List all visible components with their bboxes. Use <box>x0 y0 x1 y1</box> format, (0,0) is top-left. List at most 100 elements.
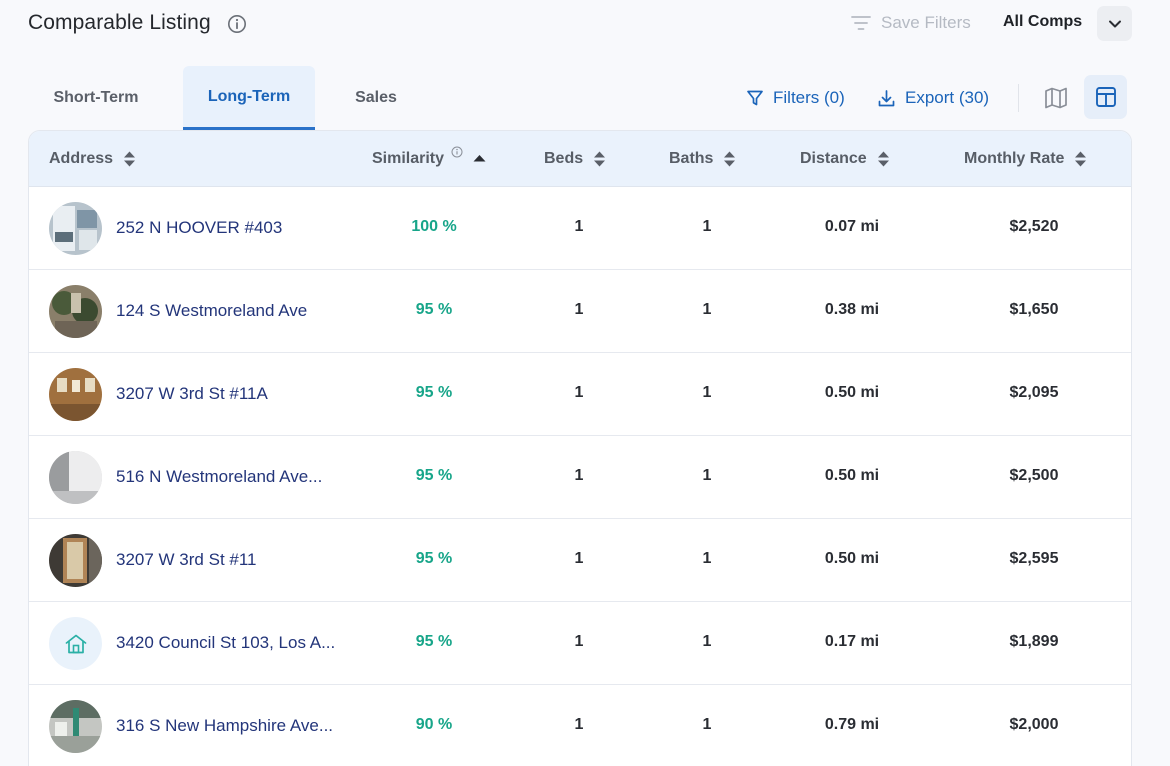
photo-exterior-plants <box>49 285 102 338</box>
comps-select-value[interactable]: All Comps <box>1003 13 1083 30</box>
row-beds: 1 <box>574 467 584 484</box>
filters-button[interactable]: Filters (0) <box>746 86 845 110</box>
export-button[interactable]: Export (30) <box>877 86 989 110</box>
table-layout-icon <box>1095 87 1116 107</box>
table-row[interactable]: 316 S New Hampshire Ave... 90 % 1 1 0.79… <box>29 685 1131 766</box>
row-monthly-rate: $1,899 <box>1009 633 1059 650</box>
table-row[interactable]: 3207 W 3rd St #11A 95 % 1 1 0.50 mi $2,0… <box>29 353 1131 436</box>
row-monthly-rate: $2,500 <box>1009 467 1059 484</box>
row-monthly-rate: $2,000 <box>1009 716 1059 733</box>
save-filters-label: Save Filters <box>881 13 971 32</box>
row-distance: 0.50 mi <box>824 384 880 401</box>
row-address[interactable]: 124 S Westmoreland Ave <box>116 301 308 320</box>
table-row[interactable]: 124 S Westmoreland Ave 95 % 1 1 0.38 mi … <box>29 270 1131 353</box>
page-title: Comparable Listing <box>28 11 211 34</box>
map-view-icon[interactable] <box>1043 85 1069 111</box>
row-similarity: 95 % <box>415 550 453 567</box>
save-filters-button[interactable]: Save Filters <box>851 12 971 34</box>
row-distance: 0.50 mi <box>824 467 880 484</box>
sort-icon <box>724 151 736 167</box>
row-baths: 1 <box>702 467 712 484</box>
row-similarity: 95 % <box>415 633 453 650</box>
listing-thumbnail <box>49 451 102 504</box>
row-monthly-rate: $2,520 <box>1009 218 1059 235</box>
row-address[interactable]: 3420 Council St 103, Los A... <box>116 633 336 652</box>
column-label-similarity: Similarity <box>372 150 445 167</box>
house-icon <box>65 634 86 653</box>
column-label-beds: Beds <box>544 150 584 167</box>
table-header: Address Similarity Beds Baths Distance M… <box>29 131 1131 187</box>
column-header-monthly-rate[interactable]: Monthly Rate <box>964 131 1087 187</box>
photo-door-wood <box>49 534 102 587</box>
listing-thumbnail <box>49 617 102 670</box>
table-row[interactable]: 3420 Council St 103, Los A... 95 % 1 1 0… <box>29 602 1131 685</box>
row-distance: 0.79 mi <box>824 716 880 733</box>
comps-table: Address Similarity Beds Baths Distance M… <box>28 130 1132 766</box>
row-baths: 1 <box>702 716 712 733</box>
row-distance: 0.38 mi <box>824 301 880 318</box>
row-distance: 0.07 mi <box>824 218 880 235</box>
row-address[interactable]: 516 N Westmoreland Ave... <box>116 467 323 486</box>
column-header-baths[interactable]: Baths <box>669 131 736 187</box>
column-header-similarity[interactable]: Similarity <box>372 131 486 187</box>
sort-asc-icon <box>473 155 486 162</box>
sort-icon <box>124 151 136 167</box>
row-baths: 1 <box>702 550 712 567</box>
row-beds: 1 <box>574 716 584 733</box>
row-beds: 1 <box>574 633 584 650</box>
row-address[interactable]: 316 S New Hampshire Ave... <box>116 716 334 735</box>
row-similarity: 95 % <box>415 467 453 484</box>
row-similarity: 100 % <box>411 218 457 235</box>
column-header-distance[interactable]: Distance <box>800 131 890 187</box>
row-monthly-rate: $2,095 <box>1009 384 1059 401</box>
row-monthly-rate: $1,650 <box>1009 301 1059 318</box>
column-header-beds[interactable]: Beds <box>544 131 606 187</box>
row-similarity: 95 % <box>415 384 453 401</box>
row-monthly-rate: $2,595 <box>1009 550 1059 567</box>
chevron-down-icon <box>1108 20 1121 27</box>
listing-thumbnail <box>49 368 102 421</box>
sort-icon <box>594 151 606 167</box>
tab-short-term[interactable]: Short-Term <box>53 89 139 106</box>
row-address[interactable]: 3207 W 3rd St #11A <box>116 384 268 403</box>
photo-white-room <box>49 451 102 504</box>
table-view-button[interactable] <box>1084 75 1127 119</box>
download-icon <box>878 89 895 106</box>
filters-label: Filters (0) <box>773 88 845 107</box>
toolbar-divider <box>1018 84 1019 112</box>
tab-sales[interactable]: Sales <box>355 89 397 106</box>
row-similarity: 90 % <box>415 716 453 733</box>
comps-dropdown-button[interactable] <box>1097 6 1132 41</box>
table-row[interactable]: 3207 W 3rd St #11 95 % 1 1 0.50 mi $2,59… <box>29 519 1131 602</box>
column-label-address: Address <box>49 150 114 167</box>
table-row[interactable]: 252 N HOOVER #403 100 % 1 1 0.07 mi $2,5… <box>29 187 1131 270</box>
row-similarity: 95 % <box>415 301 453 318</box>
photo-lobby <box>49 700 102 753</box>
info-small-icon[interactable] <box>451 146 463 158</box>
listing-thumbnail <box>49 534 102 587</box>
row-beds: 1 <box>574 384 584 401</box>
column-header-address[interactable]: Address <box>49 131 136 187</box>
listing-thumbnail <box>49 700 102 753</box>
row-beds: 1 <box>574 218 584 235</box>
row-distance: 0.50 mi <box>824 550 880 567</box>
filter-lines-icon <box>851 16 871 30</box>
sort-icon <box>877 151 889 167</box>
tab-long-term[interactable]: Long-Term <box>183 66 315 130</box>
export-label: Export (30) <box>905 88 990 107</box>
row-address[interactable]: 252 N HOOVER #403 <box>116 218 283 237</box>
info-circle-icon[interactable] <box>227 14 247 34</box>
table-row[interactable]: 516 N Westmoreland Ave... 95 % 1 1 0.50 … <box>29 436 1131 519</box>
row-address[interactable]: 3207 W 3rd St #11 <box>116 550 257 569</box>
row-baths: 1 <box>702 218 712 235</box>
listing-thumbnail <box>49 285 102 338</box>
sort-icon <box>1075 151 1087 167</box>
photo-hallway-wood <box>49 368 102 421</box>
photo-interior-window <box>49 202 102 255</box>
funnel-icon <box>747 90 763 106</box>
column-label-distance: Distance <box>800 150 867 167</box>
top-bar: Comparable Listing Save Filters All Comp… <box>0 0 1170 48</box>
row-baths: 1 <box>702 633 712 650</box>
listing-thumbnail <box>49 202 102 255</box>
column-label-baths: Baths <box>669 150 714 167</box>
